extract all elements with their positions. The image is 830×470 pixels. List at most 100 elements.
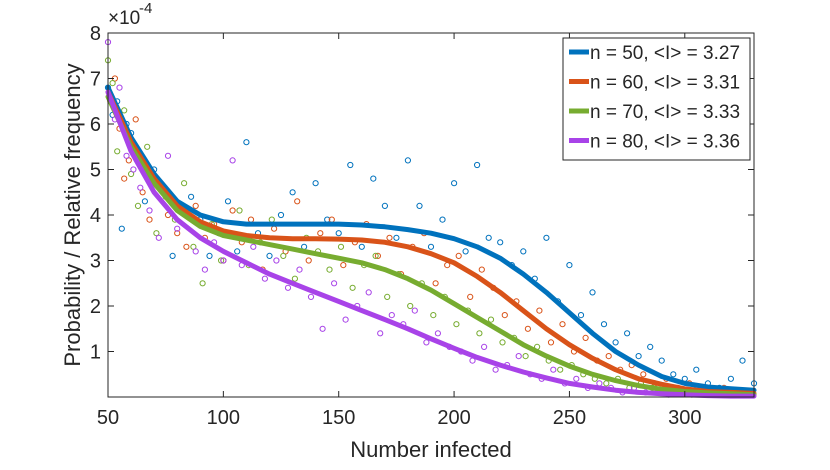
legend-label: n = 70, <I> = 3.33 <box>590 102 740 123</box>
scatter-point <box>416 202 423 209</box>
scatter-point <box>277 211 285 219</box>
scatter-point <box>451 180 458 187</box>
scatter-point <box>294 198 301 205</box>
scatter-point <box>349 284 356 291</box>
scatter-point <box>547 339 555 346</box>
axis-ticks: 50 100 150 200 250 300 1 2 3 4 5 6 7 8 <box>90 23 754 429</box>
scatter-point <box>331 280 338 287</box>
scatter-point <box>199 280 206 287</box>
scatter-point <box>603 380 610 387</box>
fit-line-series-3 <box>105 94 757 398</box>
scatter-point <box>229 157 236 164</box>
scatter-point <box>647 343 654 350</box>
scatter-point <box>386 234 393 241</box>
scatter-point <box>455 252 462 259</box>
scatter-point <box>612 339 619 346</box>
scatter-point <box>381 202 388 209</box>
scatter-point <box>342 316 349 323</box>
scatter-point <box>307 293 315 300</box>
scatter-point <box>114 148 121 155</box>
scatter-point <box>520 248 527 255</box>
scatter-point <box>485 234 492 241</box>
scatter-point <box>132 116 139 123</box>
scatter-point <box>192 202 199 209</box>
scatter-point <box>407 302 414 310</box>
scatter-point <box>384 293 391 300</box>
scatter-point <box>305 257 312 264</box>
scatter-point <box>137 184 144 191</box>
scatter-point <box>312 180 319 187</box>
scatter-point <box>118 225 125 232</box>
scatter-point <box>243 139 250 146</box>
scatter-point <box>273 257 280 264</box>
y-tick-label: 4 <box>90 205 101 227</box>
y-tick-label: 3 <box>90 251 101 273</box>
scatter-point <box>388 312 395 319</box>
x-tick-label: 100 <box>207 407 240 429</box>
scatter-point <box>582 334 589 341</box>
scatter-point <box>268 216 275 223</box>
scatter-point <box>393 234 400 241</box>
x-tick-label: 200 <box>437 407 470 429</box>
legend-label: n = 80, <I> = 3.36 <box>590 132 740 153</box>
scatter-point <box>499 339 506 346</box>
scatter-point <box>411 307 418 314</box>
scatter-point <box>326 266 333 273</box>
y-tick-label: 6 <box>90 114 101 136</box>
scatter-point <box>524 325 532 332</box>
scatter-point <box>121 107 128 114</box>
scatter-point <box>670 371 677 378</box>
scatter-point <box>347 161 354 169</box>
scatter-point <box>188 193 195 200</box>
scatter-point <box>430 312 437 319</box>
scatter-point <box>439 216 446 223</box>
legend-label: n = 60, <I> = 3.31 <box>590 73 740 94</box>
scatter-point <box>164 152 172 159</box>
scatter-point <box>476 330 483 337</box>
scatter-point <box>169 252 176 259</box>
scatter-point <box>144 143 151 150</box>
scatter-point <box>134 202 142 209</box>
x-tick-label: 300 <box>668 407 701 429</box>
scatter-point <box>130 166 137 173</box>
scatter-point <box>577 312 585 319</box>
scatter-point <box>153 230 160 237</box>
scatter-point <box>557 366 564 373</box>
scatter-point <box>266 252 273 259</box>
scatter-point <box>515 353 522 360</box>
scatter-point <box>116 84 123 91</box>
scatter-point <box>727 375 735 382</box>
scatter-point <box>543 234 550 241</box>
scatter-point <box>218 257 225 264</box>
scatter-point <box>600 321 608 328</box>
legend-label: n = 50, <I> = 3.27 <box>590 43 740 64</box>
scatter-point <box>109 80 116 87</box>
scatter-point <box>317 230 324 237</box>
scatter-point <box>141 198 148 205</box>
scatter-point <box>174 230 181 237</box>
scatter-point <box>474 161 481 169</box>
scatter-point <box>462 248 469 255</box>
scatter-point <box>404 157 411 164</box>
y-exponent-power: -4 <box>139 0 152 17</box>
scatter-point <box>155 234 162 241</box>
scatter-point <box>335 230 342 237</box>
scatter-point <box>174 225 181 232</box>
y-tick-label: 2 <box>90 296 101 318</box>
scatter-point <box>492 366 499 373</box>
chart-marks <box>104 39 758 399</box>
scatter-point <box>573 375 580 382</box>
scatter-point <box>434 330 441 337</box>
scatter-point <box>478 266 485 273</box>
scatter-point <box>550 366 557 373</box>
scatter-point <box>501 312 508 319</box>
scatter-point <box>423 339 430 346</box>
scatter-point <box>522 353 529 360</box>
scatter-point <box>536 307 543 314</box>
scatter-point <box>183 243 190 250</box>
scatter-point <box>284 284 292 291</box>
y-tick-label: 5 <box>90 160 101 182</box>
scatter-point <box>271 225 278 232</box>
